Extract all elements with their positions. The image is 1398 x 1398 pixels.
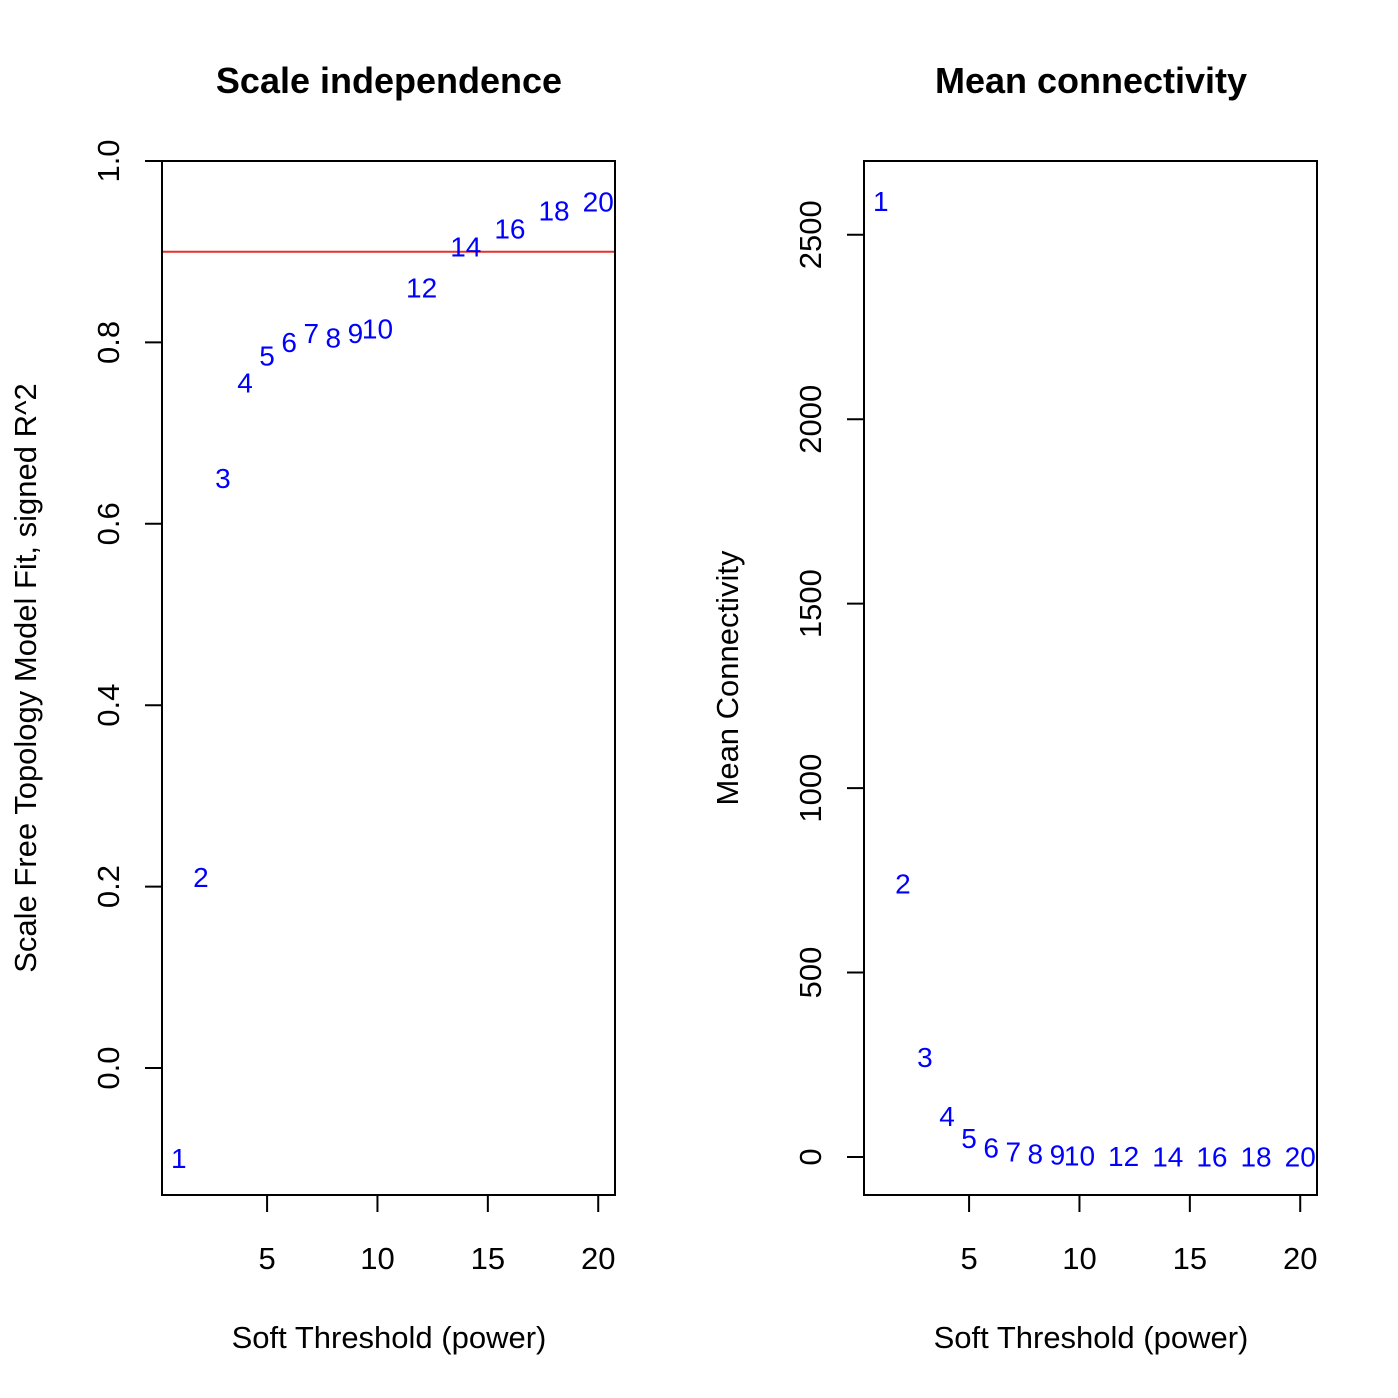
- x-tick-label: 10: [1062, 1241, 1096, 1276]
- point-label: 8: [1028, 1139, 1044, 1170]
- point-label: 12: [1108, 1141, 1139, 1172]
- point-label: 14: [1152, 1141, 1183, 1172]
- y-tick-label: 2500: [793, 200, 828, 269]
- y-tick-label: 0.4: [91, 684, 126, 727]
- y-tick-label: 1.0: [91, 139, 126, 182]
- point-label: 3: [917, 1042, 933, 1073]
- x-tick-label: 10: [360, 1241, 394, 1276]
- point-label: 20: [1285, 1141, 1316, 1172]
- point-label: 5: [961, 1123, 977, 1154]
- point-label: 1: [171, 1143, 187, 1174]
- point-label: 2: [895, 869, 911, 900]
- y-tick-label: 0: [793, 1148, 828, 1165]
- point-label: 20: [583, 186, 614, 217]
- point-label: 10: [1064, 1140, 1095, 1171]
- x-tick-label: 5: [258, 1241, 275, 1276]
- point-label: 3: [215, 463, 231, 494]
- y-tick-label: 500: [793, 947, 828, 999]
- point-label: 8: [326, 322, 342, 353]
- point-label: 1: [873, 186, 889, 217]
- x-tick-label: 20: [581, 1241, 615, 1276]
- chart-title: Mean connectivity: [935, 60, 1247, 101]
- y-tick-label: 0.6: [91, 502, 126, 545]
- point-label: 9: [348, 318, 364, 349]
- scale-independence-panel: Scale independence Soft Threshold (power…: [8, 60, 616, 1355]
- point-label: 4: [237, 368, 253, 399]
- point-label: 14: [450, 232, 481, 263]
- plot-frame: [863, 160, 1318, 1196]
- x-tick-label: 15: [1173, 1241, 1207, 1276]
- point-label: 9: [1050, 1140, 1066, 1171]
- point-label: 6: [983, 1132, 999, 1163]
- y-axis-label: Mean Connectivity: [710, 550, 745, 806]
- plot-frame: [161, 160, 616, 1196]
- y-tick-label: 0.2: [91, 865, 126, 908]
- x-axis-label: Soft Threshold (power): [232, 1320, 547, 1355]
- x-axis: 5 10 15 20: [258, 1195, 615, 1276]
- y-axis-label: Scale Free Topology Model Fit, signed R^…: [8, 383, 43, 973]
- y-axis: 0.0 0.2 0.4 0.6 0.8 1.0: [91, 139, 162, 1090]
- x-tick-label: 15: [471, 1241, 505, 1276]
- mean-connectivity-panel: Mean connectivity Soft Threshold (power)…: [710, 60, 1318, 1355]
- chart-title: Scale independence: [216, 60, 562, 101]
- x-tick-label: 5: [960, 1241, 977, 1276]
- x-tick-label: 20: [1283, 1241, 1317, 1276]
- y-tick-label: 0.0: [91, 1046, 126, 1089]
- y-axis: 0 500 1000 1500 2000 2500: [793, 200, 864, 1166]
- point-label: 16: [494, 214, 525, 245]
- point-label: 4: [939, 1101, 955, 1132]
- point-label: 12: [406, 272, 437, 303]
- y-tick-label: 2000: [793, 385, 828, 454]
- y-tick-label: 1000: [793, 754, 828, 823]
- x-axis-label: Soft Threshold (power): [934, 1320, 1249, 1355]
- point-label: 7: [303, 318, 319, 349]
- point-label: 18: [538, 195, 569, 226]
- x-axis: 5 10 15 20: [960, 1195, 1317, 1276]
- point-label: 5: [259, 341, 275, 372]
- point-label: 18: [1240, 1141, 1271, 1172]
- point-label: 2: [193, 862, 209, 893]
- point-label: 7: [1005, 1136, 1021, 1167]
- point-label: 16: [1196, 1141, 1227, 1172]
- y-tick-label: 1500: [793, 569, 828, 638]
- point-label: 10: [362, 313, 393, 344]
- point-label: 6: [281, 327, 297, 358]
- y-tick-label: 0.8: [91, 321, 126, 364]
